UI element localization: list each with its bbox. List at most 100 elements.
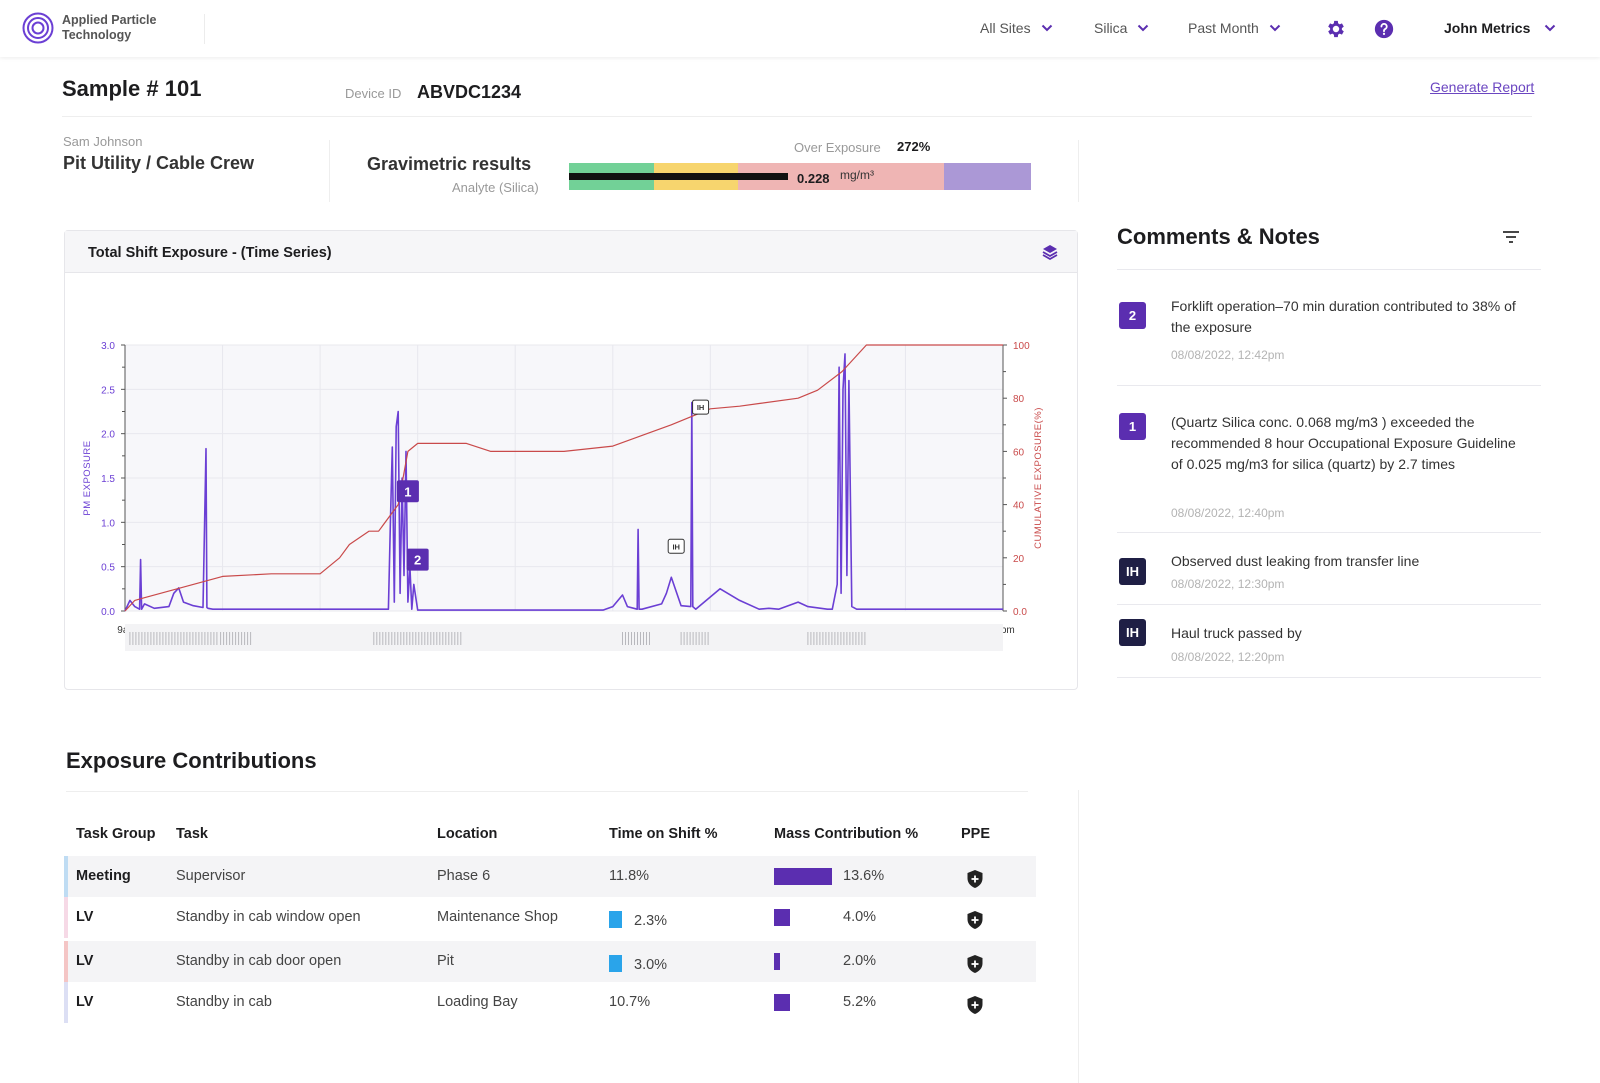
annotation-marker [396,480,419,503]
gravimetric-subtitle: Analyte (Silica) [452,180,539,195]
shield-plus-icon[interactable] [966,869,984,889]
y-tick-label-right: 20 [1013,554,1025,565]
comment-text: (Quartz Silica conc. 0.068 mg/m3 ) excee… [1171,414,1516,472]
header-divider [204,14,205,44]
location-cell: Loading Bay [437,994,518,1010]
divider [66,791,1028,792]
y-tick-label-left: 0.0 [101,607,115,618]
brand-logo[interactable]: Applied Particle Technology [22,12,156,44]
table-row[interactable]: LV Standby in cab door open Pit 3.0% 2.0% [64,941,1036,982]
generate-report-link[interactable]: Generate Report [1430,79,1535,95]
annotation-label: 1 [404,484,411,499]
task-cell: Standby in cab window open [176,909,361,925]
mass-contribution-bar [774,953,780,970]
site-selector[interactable]: All Sites [980,20,1053,36]
table-row[interactable]: LV Standby in cab Loading Bay 10.7% 5.2% [64,982,1036,1023]
column-header-task[interactable]: Task [176,826,208,842]
layers-icon[interactable] [1041,243,1059,261]
divider [1078,790,1079,1083]
task-group-cell: Meeting [76,868,131,884]
location-cell: Pit [437,953,454,969]
time-series-chart[interactable]: 0.00.51.01.52.02.53.00.0204060801009am10… [65,273,1077,689]
shield-plus-icon[interactable] [966,954,984,974]
comment-badge[interactable]: 2 [1119,302,1146,329]
y-tick-label-right: 80 [1013,394,1025,405]
chevron-down-icon [1041,24,1052,32]
task-group-cell: LV [76,909,94,925]
divider [1117,269,1541,270]
divider [1078,140,1079,202]
row-accent-bar [64,856,68,897]
chevron-down-icon [1138,24,1149,32]
task-cell: Standby in cab door open [176,953,342,969]
filter-icon[interactable] [1501,228,1521,246]
gravimetric-marker-line [569,173,788,180]
time-on-shift-cell: 3.0% [634,957,668,973]
analyte-selector[interactable]: Silica [1094,20,1149,36]
divider [329,140,330,202]
activity-strip [125,624,1003,651]
column-header-ppe[interactable]: PPE [961,826,991,842]
column-header-task-group[interactable]: Task Group [76,826,156,842]
comment-date: 08/08/2022, 12:20pm [1171,650,1285,664]
period-selector[interactable]: Past Month [1188,20,1281,36]
mass-contribution-bar [774,868,832,885]
device-id-value: ABVDC1234 [417,82,522,102]
annotation-label-ih: IH [697,403,705,412]
y-tick-label-left: 1.5 [101,474,115,485]
time-on-shift-cell: 10.7% [609,994,651,1010]
divider [1117,677,1541,678]
time-series-card: Total Shift Exposure - (Time Series) 0.0… [64,230,1078,690]
column-header-time-on-shift[interactable]: Time on Shift % [609,826,718,842]
location-cell: Maintenance Shop [437,909,558,925]
mass-contribution-cell: 4.0% [843,909,877,925]
user-menu[interactable]: John Metrics [1444,20,1556,36]
comment-badge-ih[interactable]: IH [1119,558,1146,585]
logo-rings-icon [22,12,54,44]
divider [1117,532,1541,533]
task-group-cell: LV [76,953,94,969]
column-header-mass-contribution[interactable]: Mass Contribution % [774,826,919,842]
column-header-location[interactable]: Location [437,826,498,842]
y-tick-label-left: 3.0 [101,341,115,352]
shield-plus-icon[interactable] [966,910,984,930]
time-on-shift-cell: 2.3% [634,913,668,929]
comment-badge[interactable]: 1 [1119,413,1146,440]
over-exposure-label: Over Exposure [794,140,881,155]
y-tick-label-right: 0.0 [1013,607,1027,618]
table-row[interactable]: LV Standby in cab window open Maintenance … [64,897,1036,938]
annotation-marker [406,548,429,571]
series-line-pm-exposure [124,353,1003,612]
shield-plus-icon[interactable] [966,995,984,1015]
comments-title: Comments & Notes [1117,224,1320,249]
gear-icon[interactable] [1325,18,1347,40]
row-accent-bar [64,941,68,982]
gravimetric-band-3 [943,163,1031,190]
comment-badge-ih[interactable]: IH [1119,619,1146,646]
over-exposure-value: 272% [897,139,931,154]
sample-title: Sample # 101 [62,76,202,101]
divider [62,116,1532,117]
worker-role: Pit Utility / Cable Crew [63,153,255,173]
device-id-label: Device ID [345,86,402,101]
time-on-shift-bar [609,955,622,972]
series-line-cumulative-exposure [124,344,1003,612]
y-tick-label-left: 1.0 [101,518,115,529]
task-cell: Standby in cab [176,994,272,1010]
comment-text: Forklift operation–70 min duration contr… [1171,298,1516,335]
task-group-cell: LV [76,994,94,1010]
row-accent-bar [64,982,68,1023]
y-tick-label-left: 2.0 [101,430,115,441]
help-icon[interactable] [1373,18,1395,40]
y-tick-label-right: 60 [1013,447,1025,458]
gravimetric-value: 0.228 [797,171,830,186]
y-tick-label-left: 2.5 [101,385,115,396]
comment-text: Observed dust leaking from transfer line [1171,553,1420,569]
time-on-shift-cell: 11.8% [609,868,650,884]
time-on-shift-bar [609,911,622,928]
brand-name: Applied Particle Technology [62,13,157,42]
mass-contribution-bar [774,909,790,926]
table-row[interactable]: Meeting Supervisor Phase 6 11.8% 13.6% [64,856,1036,897]
divider [1117,604,1541,605]
y-tick-label-left: 0.5 [101,563,115,574]
